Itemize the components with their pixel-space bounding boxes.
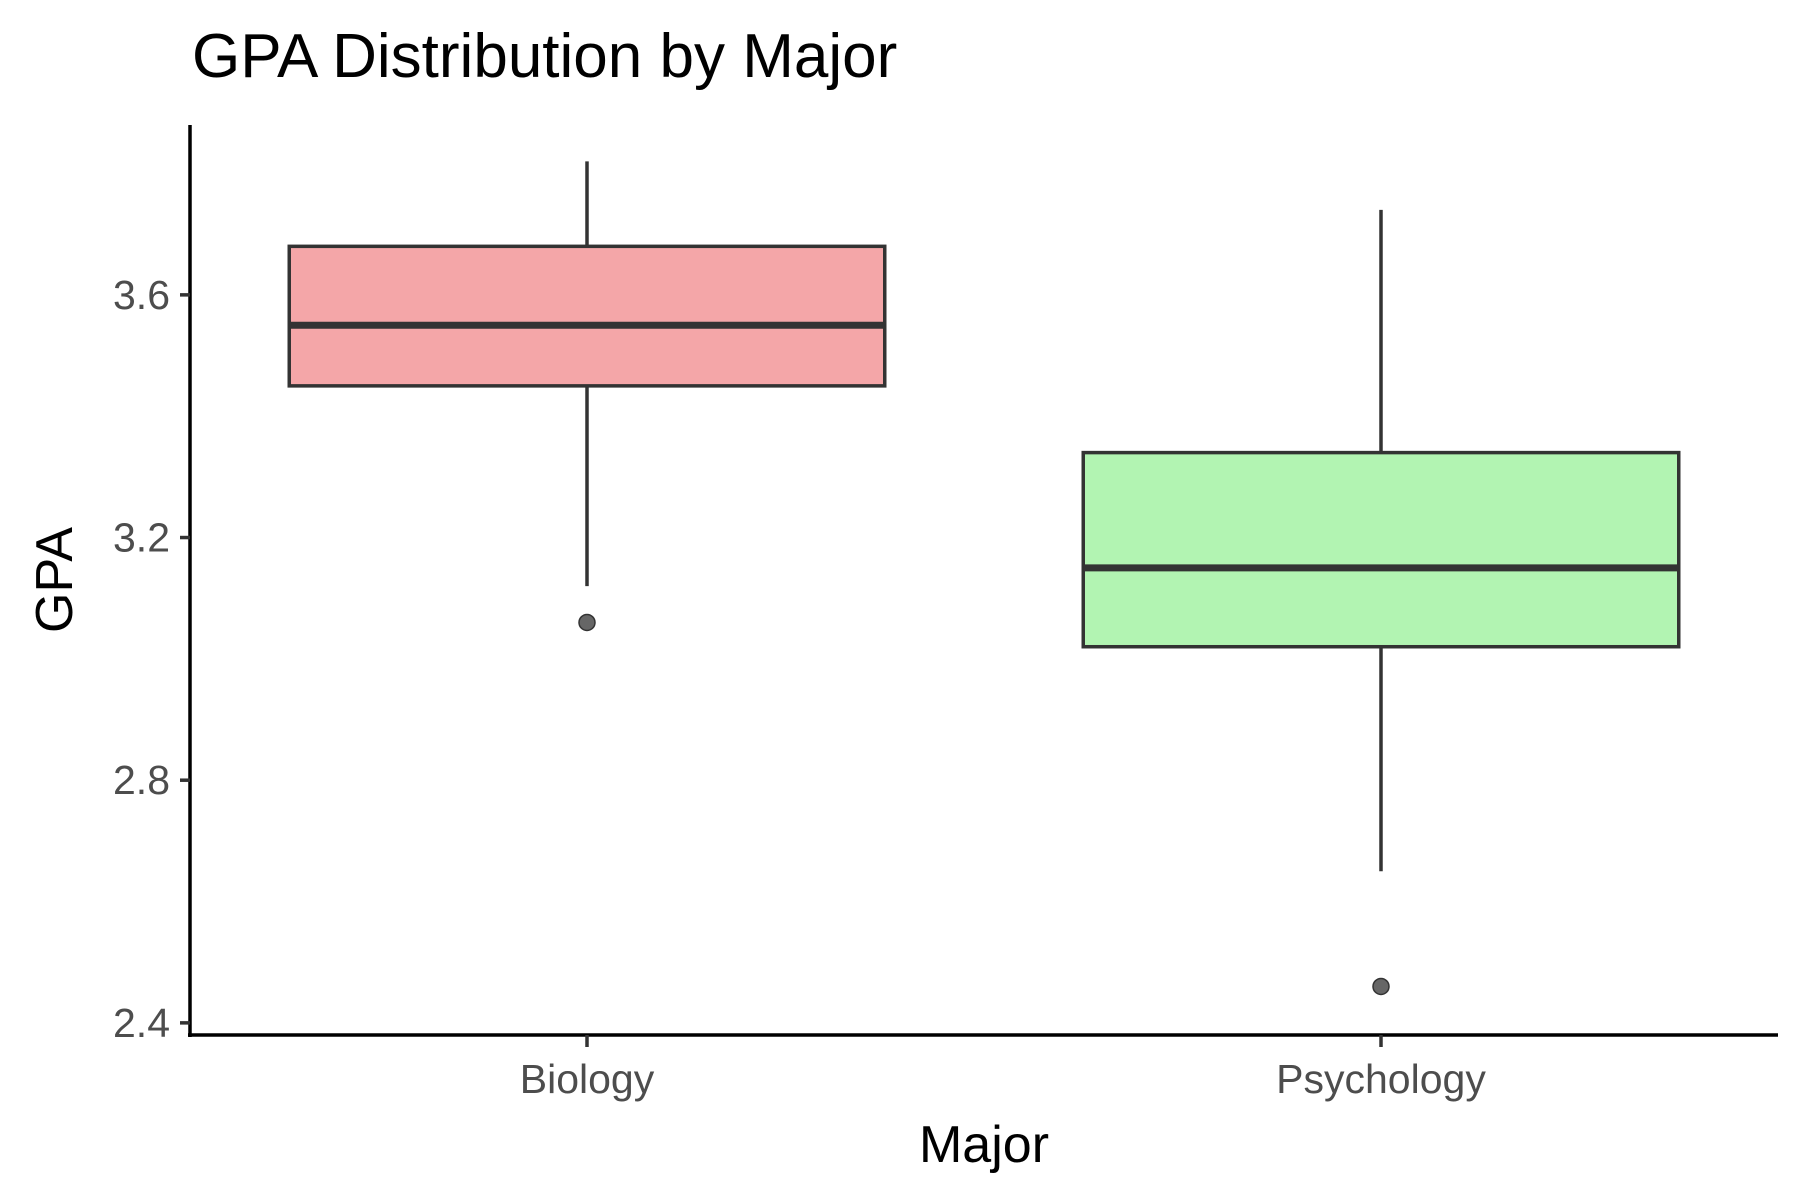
plot-area [287, 161, 1681, 996]
y-axis-title: GPA [26, 527, 84, 633]
x-tick-label: Psychology [1276, 1056, 1486, 1102]
x-axis-title: Major [919, 1116, 1049, 1174]
y-axis-ticks: 2.4 2.8 3.2 3.6 [113, 272, 190, 1046]
iqr-box [1081, 450, 1681, 649]
y-tick-label: 2.4 [113, 1000, 170, 1046]
x-axis-ticks: Biology Psychology [520, 1035, 1486, 1102]
y-tick-label: 3.2 [113, 515, 170, 561]
x-tick-label: Biology [520, 1056, 655, 1102]
box-group-biology [287, 161, 887, 632]
y-tick-label: 2.8 [113, 757, 170, 803]
outlier-point [578, 613, 596, 632]
chart-title: GPA Distribution by Major [192, 22, 897, 91]
outlier-point [1372, 977, 1390, 996]
iqr-box [287, 244, 887, 388]
box-group-psychology [1081, 209, 1681, 996]
y-tick-label: 3.6 [113, 272, 170, 318]
